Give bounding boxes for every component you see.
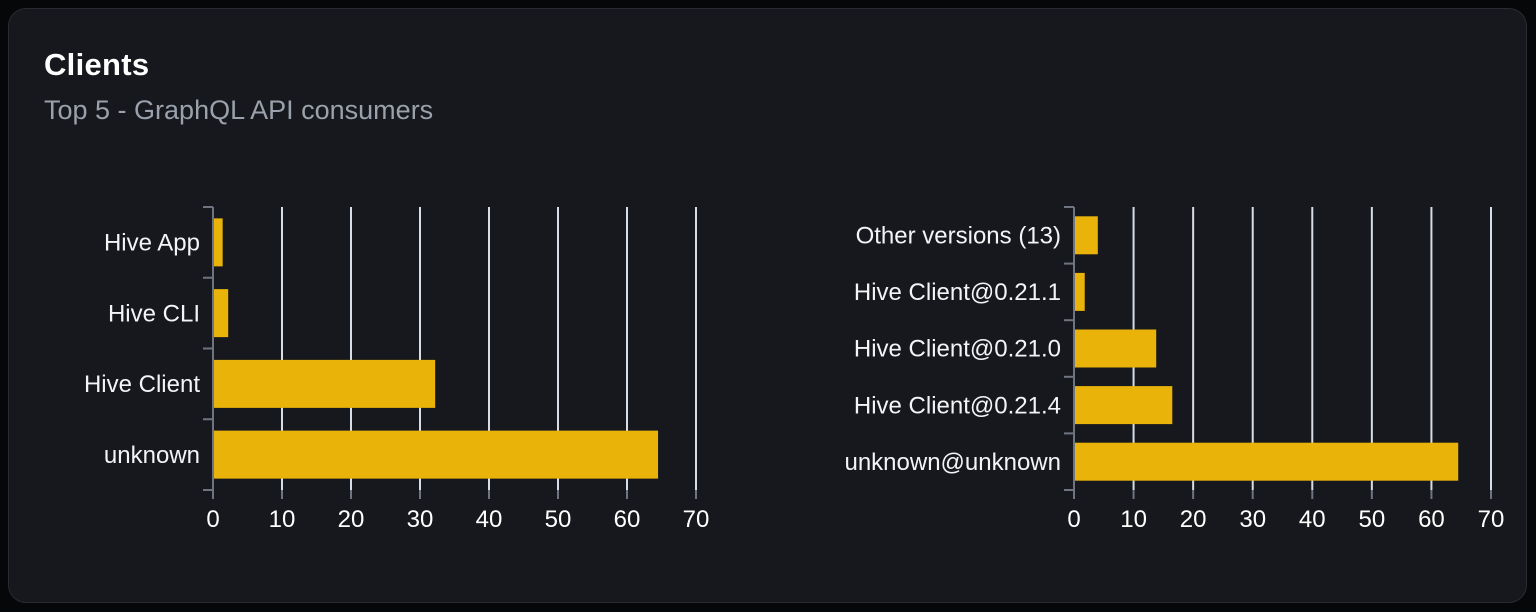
- right-client-versions-chart: 0 10 20 30 40 50 60 70 Other versions (13) Hive C…: [844, 206, 1505, 533]
- x-tick-label: 10: [1120, 506, 1147, 533]
- x-tick-label: 70: [683, 506, 710, 533]
- category-label: Hive App: [104, 230, 200, 257]
- x-tick-label: 20: [1180, 506, 1207, 533]
- x-tick-label: 30: [1239, 506, 1266, 533]
- card-subtitle: Top 5 - GraphQL API consumers: [44, 95, 434, 125]
- category-label: Hive Client: [84, 371, 200, 398]
- x-tick-label: 0: [206, 506, 219, 533]
- x-tick-label: 70: [1478, 506, 1505, 533]
- x-tick-label: 60: [614, 506, 641, 533]
- x-tick-label: 40: [1299, 506, 1326, 533]
- category-label: Hive Client@0.21.4: [854, 392, 1061, 419]
- bar[interactable]: [213, 289, 229, 338]
- x-tick-label: 0: [1067, 506, 1080, 533]
- category-label: Hive CLI: [108, 300, 200, 327]
- bar[interactable]: [213, 359, 436, 408]
- x-tick-label: 50: [1359, 506, 1386, 533]
- clients-card: Clients Top 5 - GraphQL API consumers: [8, 8, 1527, 603]
- category-label: Other versions (13): [856, 222, 1061, 249]
- category-label: unknown: [104, 442, 200, 469]
- x-tick-label: 10: [269, 506, 296, 533]
- bar[interactable]: [1074, 216, 1098, 255]
- bar[interactable]: [213, 430, 659, 479]
- card-title: Clients: [44, 47, 150, 82]
- x-tick-label: 50: [545, 506, 572, 533]
- x-tick-label: 20: [338, 506, 365, 533]
- bar[interactable]: [1074, 442, 1459, 481]
- category-label: Hive Client@0.21.0: [854, 336, 1061, 363]
- category-label: unknown@unknown: [844, 449, 1061, 476]
- x-tick-label: 60: [1418, 506, 1445, 533]
- bar[interactable]: [1074, 329, 1157, 368]
- bar[interactable]: [1074, 272, 1085, 311]
- bar[interactable]: [213, 218, 223, 267]
- category-label: Hive Client@0.21.1: [854, 279, 1061, 306]
- bar[interactable]: [1074, 386, 1173, 425]
- x-tick-label: 40: [476, 506, 503, 533]
- x-tick-label: 30: [407, 506, 434, 533]
- left-clients-chart: 0 10 20 30 40 50 60 70 Hive App Hive CLI Hive Clie…: [84, 206, 710, 533]
